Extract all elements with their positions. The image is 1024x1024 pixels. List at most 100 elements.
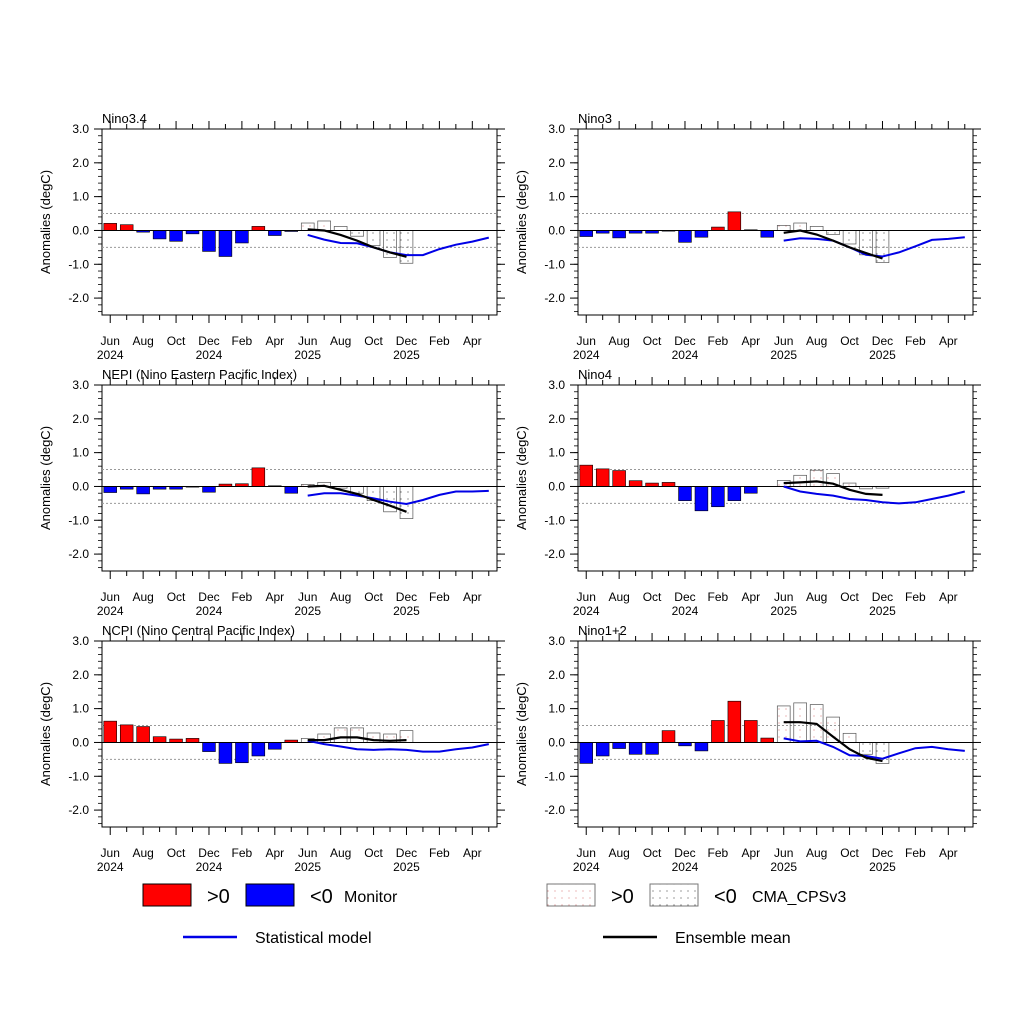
x-tick-year-label: 2025 bbox=[869, 860, 896, 874]
legend-statistical-label: Statistical model bbox=[255, 930, 372, 947]
observed-bar bbox=[727, 211, 742, 231]
ensemble-mean-line bbox=[783, 721, 883, 763]
y-tick-label: -2.0 bbox=[544, 803, 565, 817]
observed-bar bbox=[661, 482, 676, 487]
observed-bar bbox=[678, 742, 692, 747]
x-tick-label: Jun bbox=[774, 846, 793, 860]
x-tick-label: Dec bbox=[674, 846, 695, 860]
panel-title: NEPI (Nino Eastern Pacific Index) bbox=[102, 367, 297, 382]
forecast-bar bbox=[333, 727, 348, 743]
x-tick-label: Apr bbox=[265, 334, 284, 348]
observed-bar bbox=[579, 230, 593, 237]
forecast-bar bbox=[842, 230, 857, 245]
legend-cma-title: CMA_CPSv3 bbox=[752, 889, 846, 906]
observed-bar bbox=[235, 230, 249, 244]
statistical-model-line bbox=[307, 233, 490, 257]
y-tick-label: 1.0 bbox=[72, 702, 89, 716]
x-tick-label: Dec bbox=[396, 846, 417, 860]
x-tick-label: Aug bbox=[330, 334, 351, 348]
observed-bar bbox=[202, 230, 216, 252]
x-tick-year-label: 2025 bbox=[869, 348, 896, 362]
x-tick-label: Aug bbox=[330, 590, 351, 604]
y-tick-label: -1.0 bbox=[68, 513, 89, 527]
observed-bar bbox=[694, 742, 709, 752]
x-tick-year-label: 2025 bbox=[294, 860, 321, 874]
observed-bar bbox=[218, 230, 233, 257]
y-tick-label: -1.0 bbox=[544, 513, 565, 527]
statistical-model-line bbox=[307, 489, 489, 506]
y-tick-label: -2.0 bbox=[68, 547, 89, 561]
y-tick-label: 1.0 bbox=[548, 702, 565, 716]
x-tick-label: Feb bbox=[232, 846, 253, 860]
y-tick-label: 3.0 bbox=[72, 634, 89, 648]
observed-bar bbox=[711, 486, 725, 508]
forecast-bar bbox=[776, 705, 791, 743]
x-tick-label: Jun bbox=[577, 590, 596, 604]
legend-cma-neg-label: <0 bbox=[714, 886, 737, 908]
forecast-bar bbox=[317, 220, 331, 231]
observed-bar bbox=[760, 230, 774, 238]
x-tick-label: Apr bbox=[463, 846, 482, 860]
x-tick-year-label: 2024 bbox=[573, 860, 600, 874]
x-tick-label: Jun bbox=[774, 334, 793, 348]
observed-bar bbox=[251, 467, 266, 487]
y-tick-label: 0.0 bbox=[548, 735, 565, 749]
x-tick-year-label: 2024 bbox=[97, 348, 124, 362]
y-tick-label: 2.0 bbox=[548, 668, 565, 682]
panel-nino4: Nino4 3.0 2.0 1.0 0.0 -1.0 -2.0 Anomalies (degC… bbox=[514, 367, 981, 618]
legend-monitor-neg-swatch bbox=[245, 883, 295, 907]
observed-bar bbox=[628, 742, 643, 755]
x-tick-label: Apr bbox=[939, 590, 958, 604]
panel-nino3-4: Nino3.4 3.0 2.0 1.0 0.0 -1.0 -2.0 Anomalies (de… bbox=[38, 111, 505, 362]
legend-cma-neg-swatch bbox=[649, 883, 699, 907]
x-tick-label: Oct bbox=[840, 334, 859, 348]
forecast-bar bbox=[793, 474, 807, 487]
x-tick-label: Jun bbox=[101, 846, 120, 860]
x-tick-label: Aug bbox=[806, 334, 827, 348]
observed-bar bbox=[136, 486, 150, 495]
x-tick-year-label: 2025 bbox=[393, 860, 420, 874]
x-tick-label: Oct bbox=[643, 846, 662, 860]
observed-bar bbox=[284, 486, 298, 494]
x-tick-label: Feb bbox=[905, 846, 926, 860]
y-tick-label: 1.0 bbox=[548, 190, 565, 204]
ensemble-mean-line bbox=[783, 480, 883, 496]
y-tick-label: 1.0 bbox=[72, 190, 89, 204]
ensemble-mean-line bbox=[307, 228, 407, 258]
x-tick-label: Aug bbox=[132, 846, 153, 860]
x-tick-label: Apr bbox=[741, 334, 760, 348]
observed-bar bbox=[694, 230, 709, 238]
x-tick-label: Feb bbox=[905, 334, 926, 348]
x-tick-label: Apr bbox=[265, 590, 284, 604]
x-tick-label: Oct bbox=[167, 590, 186, 604]
x-tick-label: Apr bbox=[463, 334, 482, 348]
legend-cma-pos-swatch bbox=[546, 883, 596, 907]
y-tick-label: -1.0 bbox=[544, 257, 565, 271]
observed-bar bbox=[727, 486, 742, 501]
observed-bar bbox=[119, 224, 134, 231]
x-tick-label: Aug bbox=[330, 846, 351, 860]
x-tick-year-label: 2025 bbox=[770, 860, 797, 874]
x-tick-label: Jun bbox=[298, 334, 317, 348]
forecast-bar bbox=[399, 230, 414, 264]
y-tick-label: -2.0 bbox=[544, 547, 565, 561]
forecast-bar bbox=[826, 716, 840, 743]
legend-cma-pos-label: >0 bbox=[611, 886, 634, 908]
x-tick-label: Oct bbox=[643, 590, 662, 604]
y-tick-label: 1.0 bbox=[548, 446, 565, 460]
y-tick-label: 0.0 bbox=[72, 735, 89, 749]
y-tick-label: -1.0 bbox=[68, 257, 89, 271]
panel-title: Nino4 bbox=[578, 367, 612, 382]
x-tick-label: Dec bbox=[674, 334, 695, 348]
x-tick-label: Aug bbox=[806, 590, 827, 604]
y-tick-label: 2.0 bbox=[72, 668, 89, 682]
x-tick-year-label: 2025 bbox=[393, 348, 420, 362]
plot-frame bbox=[577, 384, 974, 572]
observed-bar bbox=[645, 742, 659, 755]
y-tick-label: -2.0 bbox=[544, 291, 565, 305]
plot-frame bbox=[577, 640, 974, 828]
x-tick-year-label: 2025 bbox=[869, 604, 896, 618]
observed-bar bbox=[744, 486, 758, 494]
x-tick-label: Feb bbox=[708, 590, 729, 604]
panel-nino3: Nino3 3.0 2.0 1.0 0.0 -1.0 -2.0 Anomalies (degC… bbox=[514, 111, 981, 362]
